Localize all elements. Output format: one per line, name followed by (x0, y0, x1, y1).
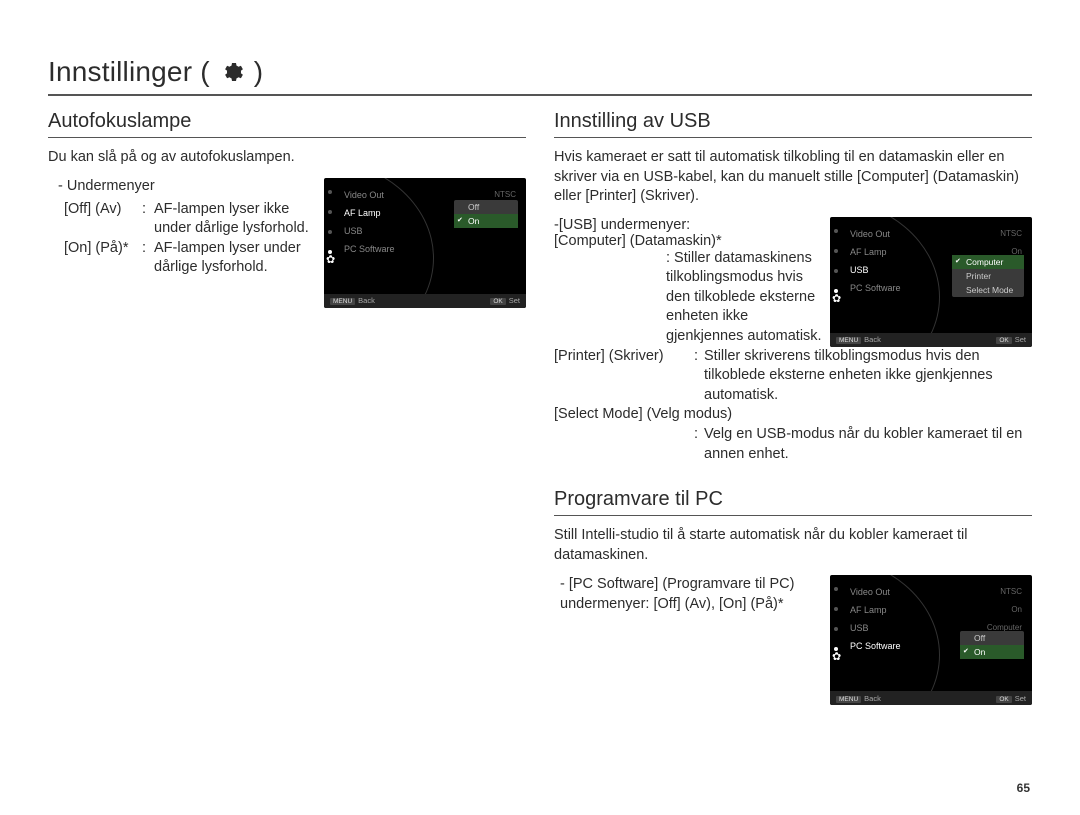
usb-row1-key: [Computer] (Datamaskin)* (554, 233, 822, 249)
lcd-af: ✿ Video Out AF Lamp USB PC Software NTSC… (324, 178, 526, 308)
af-on-val: AF-lampen lyser under dårlige lysforhold… (154, 239, 316, 278)
af-row-off: [Off] (Av) : AF-lampen lyser ikke under … (64, 200, 316, 239)
af-off-key: [Off] (Av) (64, 200, 142, 239)
usb-row3-key: [Select Mode] (Velg modus) (554, 405, 1032, 425)
lcd-pc: ✿ Video Out AF Lamp USB PC Software NTSC… (830, 575, 1032, 705)
ok-btn-icon: OK (996, 337, 1011, 344)
autofokus-submenu-label: - Undermenyer (58, 178, 316, 194)
lcd-sub-on: On (454, 214, 518, 228)
left-column: Autofokuslampe Du kan slå på og av autof… (48, 110, 526, 705)
right-column: Innstilling av USB Hvis kameraet er satt… (554, 110, 1032, 705)
af-off-sep: : (142, 200, 154, 239)
lcd-sub: Select Mode (952, 283, 1024, 297)
lcd-item: AF Lamp (850, 605, 910, 615)
lcd-item: PC Software (850, 641, 910, 651)
menu-btn-icon: MENU (836, 337, 861, 344)
lcd-sub: Off (960, 631, 1024, 645)
lcd-item: USB (850, 265, 910, 275)
usb-row1-val: : Stiller datamaskinens tilkoblingsmodus… (554, 249, 822, 347)
lcd-item: Video Out (344, 190, 404, 200)
lcd-sub: On (960, 645, 1024, 659)
lcd-sub: Computer (952, 255, 1024, 269)
usb-submenu-label: -[USB] undermenyer: (554, 217, 822, 233)
lcd-item: PC Software (344, 244, 404, 254)
usb-intro: Hvis kameraet er satt til automatisk til… (554, 148, 1032, 207)
usb-row2-key: [Printer] (Skriver) (554, 347, 694, 406)
lcd-back: Back (864, 694, 881, 703)
lcd-sub-off: Off (454, 200, 518, 214)
lcd-usb: ✿ Video Out AF Lamp USB PC Software NTSC… (830, 217, 1032, 347)
usb-row3: : Velg en USB-modus når du kobler kamera… (554, 425, 1032, 464)
usb-row3-sep: : (694, 425, 704, 464)
lcd-val: On (987, 603, 1022, 617)
gear-icon (220, 60, 244, 84)
lcd-item: AF Lamp (850, 247, 910, 257)
lcd-back: Back (358, 296, 375, 305)
lcd-item: USB (344, 226, 404, 236)
af-off-val: AF-lampen lyser ikke under dårlige lysfo… (154, 200, 316, 239)
pc-heading: Programvare til PC (554, 488, 1032, 516)
lcd-set: Set (1015, 694, 1026, 703)
page-title: Innstillinger ( (48, 56, 210, 88)
af-on-key: [On] (På)* (64, 239, 142, 278)
gear-icon: ✿ (832, 292, 841, 305)
ok-btn-icon: OK (490, 298, 505, 305)
lcd-val: NTSC (987, 585, 1022, 599)
autofokus-intro: Du kan slå på og av autofokuslampen. (48, 148, 526, 168)
pc-line1: - [PC Software] (Programvare til PC) und… (554, 575, 822, 614)
lcd-sub: Printer (952, 269, 1024, 283)
page-title-close: ) (254, 56, 264, 88)
page-title-row: Innstillinger ( ) (48, 56, 1032, 96)
gear-icon: ✿ (832, 650, 841, 663)
gear-icon: ✿ (326, 253, 335, 266)
lcd-back: Back (864, 335, 881, 344)
lcd-set: Set (1015, 335, 1026, 344)
menu-btn-icon: MENU (330, 298, 355, 305)
usb-heading: Innstilling av USB (554, 110, 1032, 138)
lcd-item: AF Lamp (344, 208, 404, 218)
lcd-set: Set (509, 296, 520, 305)
usb-row2: [Printer] (Skriver) : Stiller skriverens… (554, 347, 1032, 406)
lcd-item: Video Out (850, 587, 910, 597)
lcd-item: Video Out (850, 229, 910, 239)
usb-row2-sep: : (694, 347, 704, 406)
menu-btn-icon: MENU (836, 696, 861, 703)
af-on-sep: : (142, 239, 154, 278)
usb-row2-val: Stiller skriverens tilkoblingsmodus hvis… (704, 347, 1032, 406)
lcd-item: USB (850, 623, 910, 633)
af-row-on: [On] (På)* : AF-lampen lyser under dårli… (64, 239, 316, 278)
lcd-val: NTSC (1000, 227, 1022, 241)
ok-btn-icon: OK (996, 696, 1011, 703)
page-number: 65 (1017, 781, 1030, 795)
pc-intro: Still Intelli-studio til å starte automa… (554, 526, 1032, 565)
autofokus-heading: Autofokuslampe (48, 110, 526, 138)
lcd-item: PC Software (850, 283, 910, 293)
usb-row3-val: Velg en USB-modus når du kobler kameraet… (704, 425, 1032, 464)
